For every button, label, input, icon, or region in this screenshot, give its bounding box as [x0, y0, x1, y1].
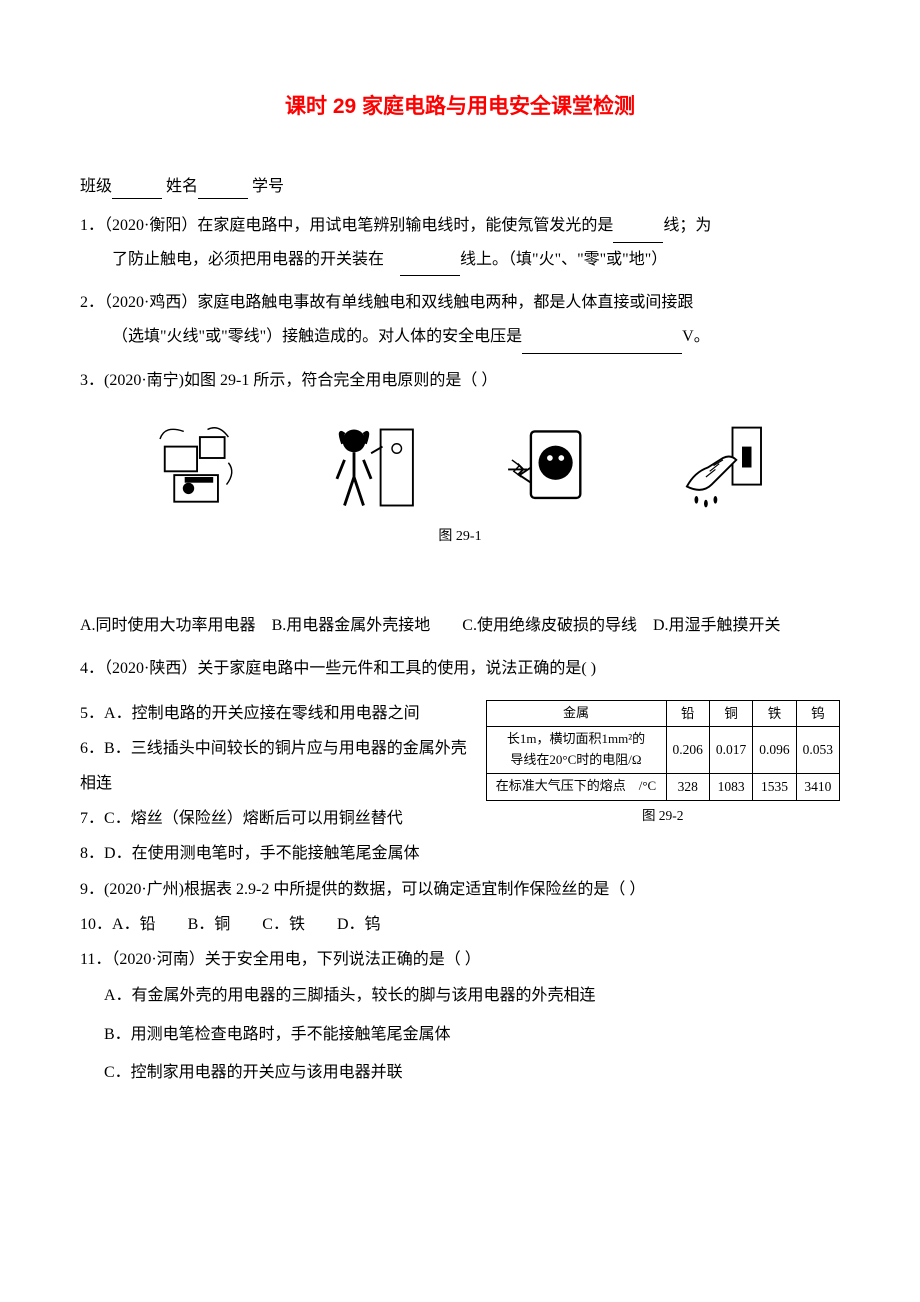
- table-29-2: 金属 铅 铜 铁 钨 长1m，横切面积1mm²的导线在20°C时的电阻/Ω 0.…: [486, 700, 841, 801]
- table-29-2-caption: 图 29-2: [486, 805, 841, 827]
- name-label: 姓名: [166, 178, 198, 195]
- row1-label-b: 导线在20°C时的电阻/Ω: [510, 752, 641, 767]
- q3-num: 3．: [80, 372, 104, 389]
- q10-c: C．铁: [262, 916, 305, 933]
- question-3: 3．(2020·南宁)如图 29-1 所示，符合完全用电原则的是（ ）: [80, 364, 840, 398]
- row1-label-a: 长1m，横切面积1mm²的: [507, 731, 645, 746]
- table-r2c0: 328: [666, 773, 709, 800]
- q4-source: （2020·陕西）: [104, 660, 197, 677]
- name-blank: [198, 182, 248, 200]
- q11-source: （2020·河南）: [111, 951, 204, 968]
- q1-num: 1．: [80, 217, 104, 234]
- table-r2c2: 1535: [753, 773, 796, 800]
- q1-text-c: 了防止触电，必须把用电器的开关装在: [112, 251, 384, 268]
- table-29-2-wrap: 金属 铅 铜 铁 钨 长1m，横切面积1mm²的导线在20°C时的电阻/Ω 0.…: [486, 700, 841, 826]
- table-r2c3: 3410: [796, 773, 839, 800]
- q9-source: (2020·广州): [104, 881, 184, 898]
- q10-num: 10．: [80, 916, 112, 933]
- fig-a: [133, 415, 263, 520]
- table-r1c2: 0.096: [753, 727, 796, 774]
- q1-text-b: 线；为: [663, 217, 711, 234]
- q4-text: 关于家庭电路中一些元件和工具的使用，说法正确的是( ): [197, 660, 596, 677]
- q3-opt-b: B.用电器金属外壳接地: [272, 617, 431, 634]
- q3-opt-c: C.使用绝缘皮破损的导线: [462, 617, 637, 634]
- table-col-2: 铁: [753, 700, 796, 727]
- fig-c: [483, 415, 613, 520]
- table-col-1: 铜: [709, 700, 752, 727]
- fig-29-1-caption: 图 29-1: [80, 526, 840, 548]
- damaged-wire-icon: [498, 420, 598, 515]
- q2-num: 2．: [80, 294, 104, 311]
- q10-b: B．铜: [188, 916, 231, 933]
- table-r1c3: 0.053: [796, 727, 839, 774]
- appliances-icon: [148, 420, 248, 515]
- q11-text: 关于安全用电，下列说法正确的是（ ）: [205, 951, 481, 968]
- q1-blank2: [400, 259, 460, 277]
- q11-opt-a: A．有金属外壳的用电器的三脚插头，较长的脚与该用电器的外壳相连: [80, 977, 840, 1015]
- table-col-3: 钨: [796, 700, 839, 727]
- q11-num: 11．: [80, 951, 111, 968]
- q2-source: （2020·鸡西）: [104, 294, 197, 311]
- question-8: 8．D．在使用测电笔时，手不能接触笔尾金属体: [80, 836, 840, 871]
- question-1: 1．（2020·衡阳）在家庭电路中，用试电笔辨别输电线时，能使氖管发光的是 线；为…: [80, 209, 840, 276]
- question-11: 11．（2020·河南）关于安全用电，下列说法正确的是（ ） A．有金属外壳的用…: [80, 942, 840, 1092]
- q3-opt-d: D.用湿手触摸开关: [653, 617, 781, 634]
- q1-text-a: 在家庭电路中，用试电笔辨别输电线时，能使氖管发光的是: [197, 217, 613, 234]
- student-info-row: 班级 姓名 学号: [80, 174, 840, 200]
- table-r1c0: 0.206: [666, 727, 709, 774]
- q6-num: 6．: [80, 740, 104, 757]
- table-r2c1: 1083: [709, 773, 752, 800]
- table-col-0: 铅: [666, 700, 709, 727]
- q11-opt-c: C．控制家用电器的开关应与该用电器并联: [80, 1054, 840, 1092]
- q7-text: C．熔丝（保险丝）熔断后可以用铜丝替代: [104, 810, 403, 827]
- q3-opt-a: A.同时使用大功率用电器: [80, 617, 256, 634]
- fig-b: [308, 415, 438, 520]
- q9-num: 9．: [80, 881, 104, 898]
- fig-d: [658, 415, 788, 520]
- table-row2-label: 在标准大气压下的熔点 /°C: [486, 773, 666, 800]
- table-row1-label: 长1m，横切面积1mm²的导线在20°C时的电阻/Ω: [486, 727, 666, 774]
- q2-text-b: （选填"火线"或"零线"）接触造成的。对人体的安全电压是: [112, 328, 522, 345]
- class-blank: [112, 182, 162, 200]
- q4-num: 4．: [80, 660, 104, 677]
- q5-text: A．控制电路的开关应接在零线和用电器之间: [104, 705, 420, 722]
- q3-options: A.同时使用大功率用电器 B.用电器金属外壳接地 C.使用绝缘皮破损的导线 D.…: [80, 609, 840, 643]
- grounding-icon: [323, 420, 423, 515]
- wet-hand-switch-icon: [673, 420, 773, 515]
- q1-source: （2020·衡阳）: [104, 217, 197, 234]
- page-title: 课时 29 家庭电路与用电安全课堂检测: [80, 90, 840, 124]
- q8-num: 8．: [80, 845, 104, 862]
- q1-text-d: 线上。（填"火"、"零"或"地"）: [460, 251, 667, 268]
- table-header-metal: 金属: [486, 700, 666, 727]
- q9-text: 根据表 2.9-2 中所提供的数据，可以确定适宜制作保险丝的是（ ）: [184, 881, 645, 898]
- q5-num: 5．: [80, 705, 104, 722]
- question-4: 4．（2020·陕西）关于家庭电路中一些元件和工具的使用，说法正确的是( ): [80, 652, 840, 686]
- q1-blank1: [613, 225, 663, 243]
- figure-row-29-1: [80, 415, 840, 520]
- q2-blank: [522, 336, 682, 354]
- class-label: 班级: [80, 178, 112, 195]
- question-10: 10．A．铅 B．铜 C．铁 D．钨: [80, 907, 840, 942]
- question-9: 9．(2020·广州)根据表 2.9-2 中所提供的数据，可以确定适宜制作保险丝…: [80, 872, 840, 907]
- q7-num: 7．: [80, 810, 104, 827]
- q3-text: 如图 29-1 所示，符合完全用电原则的是（ ）: [184, 372, 497, 389]
- id-label: 学号: [252, 178, 284, 195]
- q10-a: A．铅: [112, 916, 156, 933]
- q6-text: B．三线插头中间较长的铜片应与用电器的金属外壳相连: [80, 740, 467, 792]
- q10-d: D．钨: [337, 916, 381, 933]
- q8-text: D．在使用测电笔时，手不能接触笔尾金属体: [104, 845, 420, 862]
- q2-text-a: 家庭电路触电事故有单线触电和双线触电两种，都是人体直接或间接跟: [197, 294, 693, 311]
- q11-opt-b: B．用测电笔检查电路时，手不能接触笔尾金属体: [80, 1016, 840, 1054]
- q3-source: (2020·南宁): [104, 372, 184, 389]
- question-2: 2．（2020·鸡西）家庭电路触电事故有单线触电和双线触电两种，都是人体直接或间…: [80, 286, 840, 353]
- table-r1c1: 0.017: [709, 727, 752, 774]
- q2-text-c: V。: [682, 328, 710, 345]
